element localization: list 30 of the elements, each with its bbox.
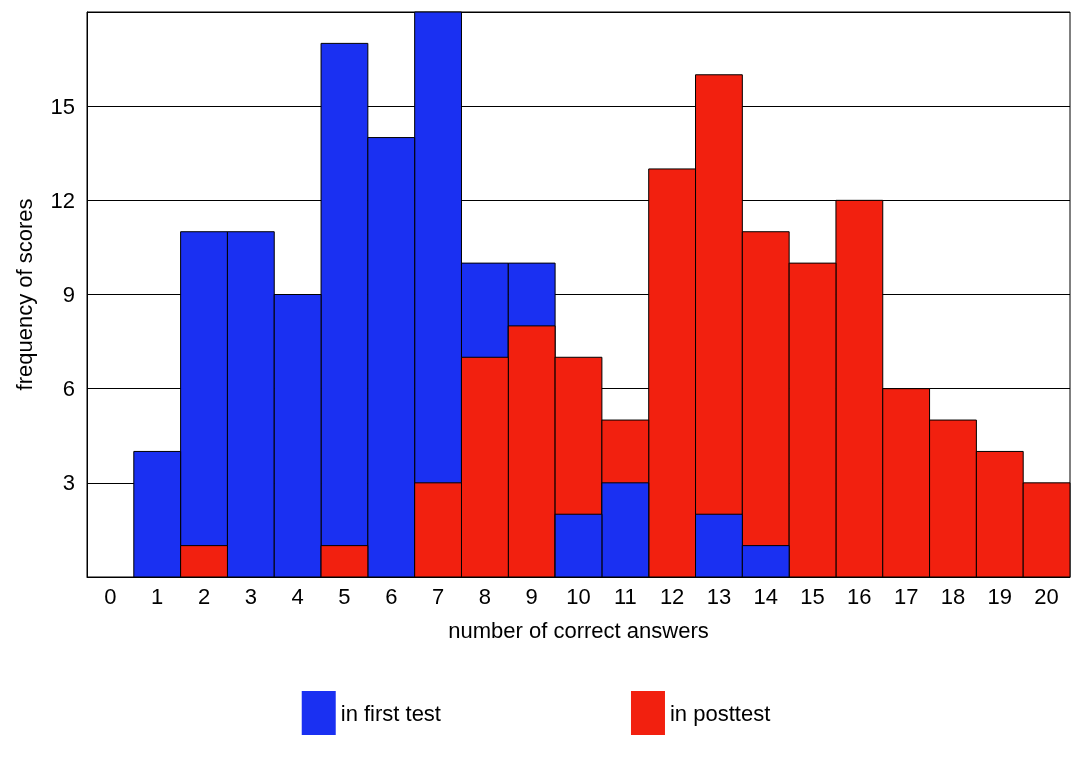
x-tick-label: 2 [197,583,211,609]
x-axis-title: number of correct answers [448,617,709,643]
y-tick-label: 3 [62,470,75,496]
x-tick-label: 6 [385,583,398,609]
y-axis-title: frequency of scores [11,198,37,391]
x-tick-label: 3 [244,583,257,609]
y-tick-label: 12 [50,187,75,213]
x-tick-label: 10 [566,583,591,609]
x-tick-label: 15 [800,583,825,609]
x-tick-label: 16 [847,583,872,609]
x-tick-label: 8 [478,583,492,609]
x-tick-label: 4 [291,583,304,609]
x-tick-label: 0 [104,583,117,609]
x-tick-label: 14 [753,583,778,609]
legend-label: in posttest [669,700,771,726]
x-tick-label: 1 [151,583,164,609]
legend-label: in first test [340,700,441,726]
x-tick-label: 17 [893,583,919,609]
x-tick-label: 20 [1034,583,1059,609]
x-tick-label: 7 [431,583,445,609]
x-tick-label: 5 [338,583,351,609]
x-tick-label: 9 [525,583,538,609]
x-tick-label: 13 [706,583,732,609]
y-tick-label: 6 [62,376,75,402]
x-tick-label: 12 [659,583,685,609]
y-tick-label: 15 [50,93,75,119]
x-tick-label: 19 [987,583,1013,609]
x-tick-label: 11 [613,583,637,609]
y-tick-label: 9 [62,282,75,307]
x-tick-label: 18 [940,583,966,609]
